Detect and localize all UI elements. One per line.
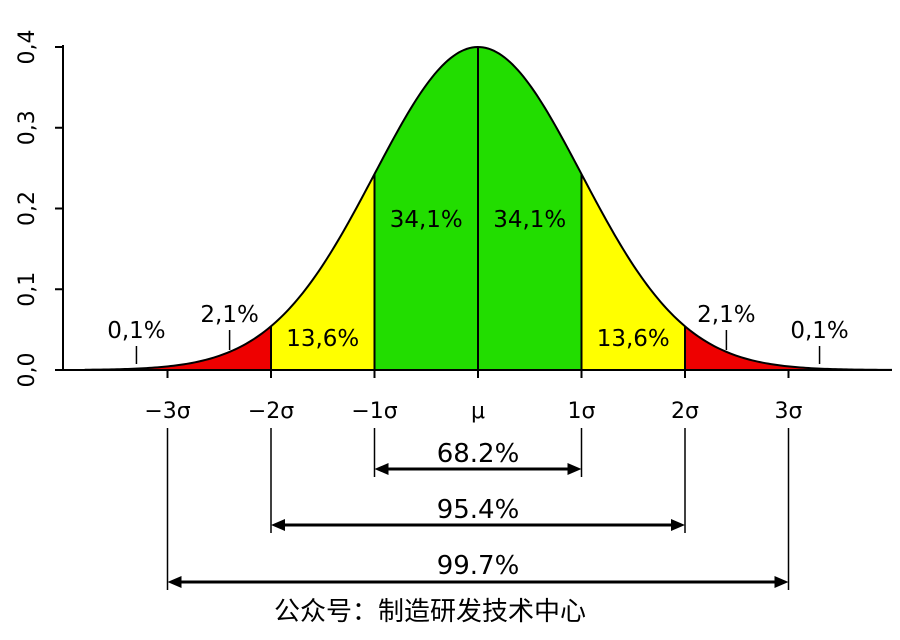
x-tick-label-5: 2σ	[671, 399, 699, 424]
normal-curve	[84, 45, 893, 371]
band-arrowhead-left-2	[167, 576, 182, 588]
band-layer: 68.2% 95.4% 99.7%	[166, 428, 790, 590]
band-label-2: 99.7%	[437, 551, 520, 581]
band-arrowhead-right-2	[774, 576, 789, 588]
pointer-label-3: 0,1%	[790, 318, 848, 344]
x-tick-label-1: −2σ	[248, 399, 294, 424]
y-tick-label-1: 0,1	[15, 272, 40, 307]
axes-layer: 0,0 0,1 0,2 0,3 0,4 −3σ −2σ −1σ μ 1σ 2σ 3σ	[15, 30, 892, 424]
x-tick-label-6: 3σ	[775, 399, 803, 424]
x-tick-label-2: −1σ	[351, 399, 397, 424]
region-5	[685, 326, 789, 370]
x-tick-label-0: −3σ	[144, 399, 190, 424]
band-label-1: 95.4%	[437, 495, 520, 525]
y-tick-label-3: 0,3	[15, 110, 40, 145]
x-tick-label-3: μ	[471, 399, 485, 424]
divider-layer	[270, 47, 686, 370]
y-tick-label-2: 0,2	[15, 191, 40, 226]
footer-text: 公众号：制造研发技术中心	[274, 597, 586, 627]
band-arrowhead-right-1	[671, 519, 685, 531]
region-label-2: 34,1%	[493, 207, 566, 233]
band-arrowhead-left-0	[374, 463, 389, 475]
band-label-0: 68.2%	[437, 439, 520, 469]
pointer-label-0: 2,1%	[200, 302, 258, 328]
label-layer: 13,6% 34,1% 34,1% 13,6% 2,1% 2,1% 0,1% 0,1%	[107, 207, 849, 364]
region-4	[167, 326, 271, 370]
y-tick-label-0: 0,0	[15, 353, 40, 388]
pointer-label-2: 0,1%	[107, 318, 165, 344]
y-tick-label-4: 0,4	[15, 30, 40, 65]
band-arrowhead-right-0	[567, 463, 582, 475]
pointer-label-1: 2,1%	[697, 302, 755, 328]
region-label-1: 34,1%	[390, 207, 463, 233]
x-tick-label-4: 1σ	[568, 399, 596, 424]
band-arrowhead-left-1	[271, 519, 285, 531]
region-label-3: 13,6%	[597, 326, 670, 352]
region-label-0: 13,6%	[286, 326, 359, 352]
